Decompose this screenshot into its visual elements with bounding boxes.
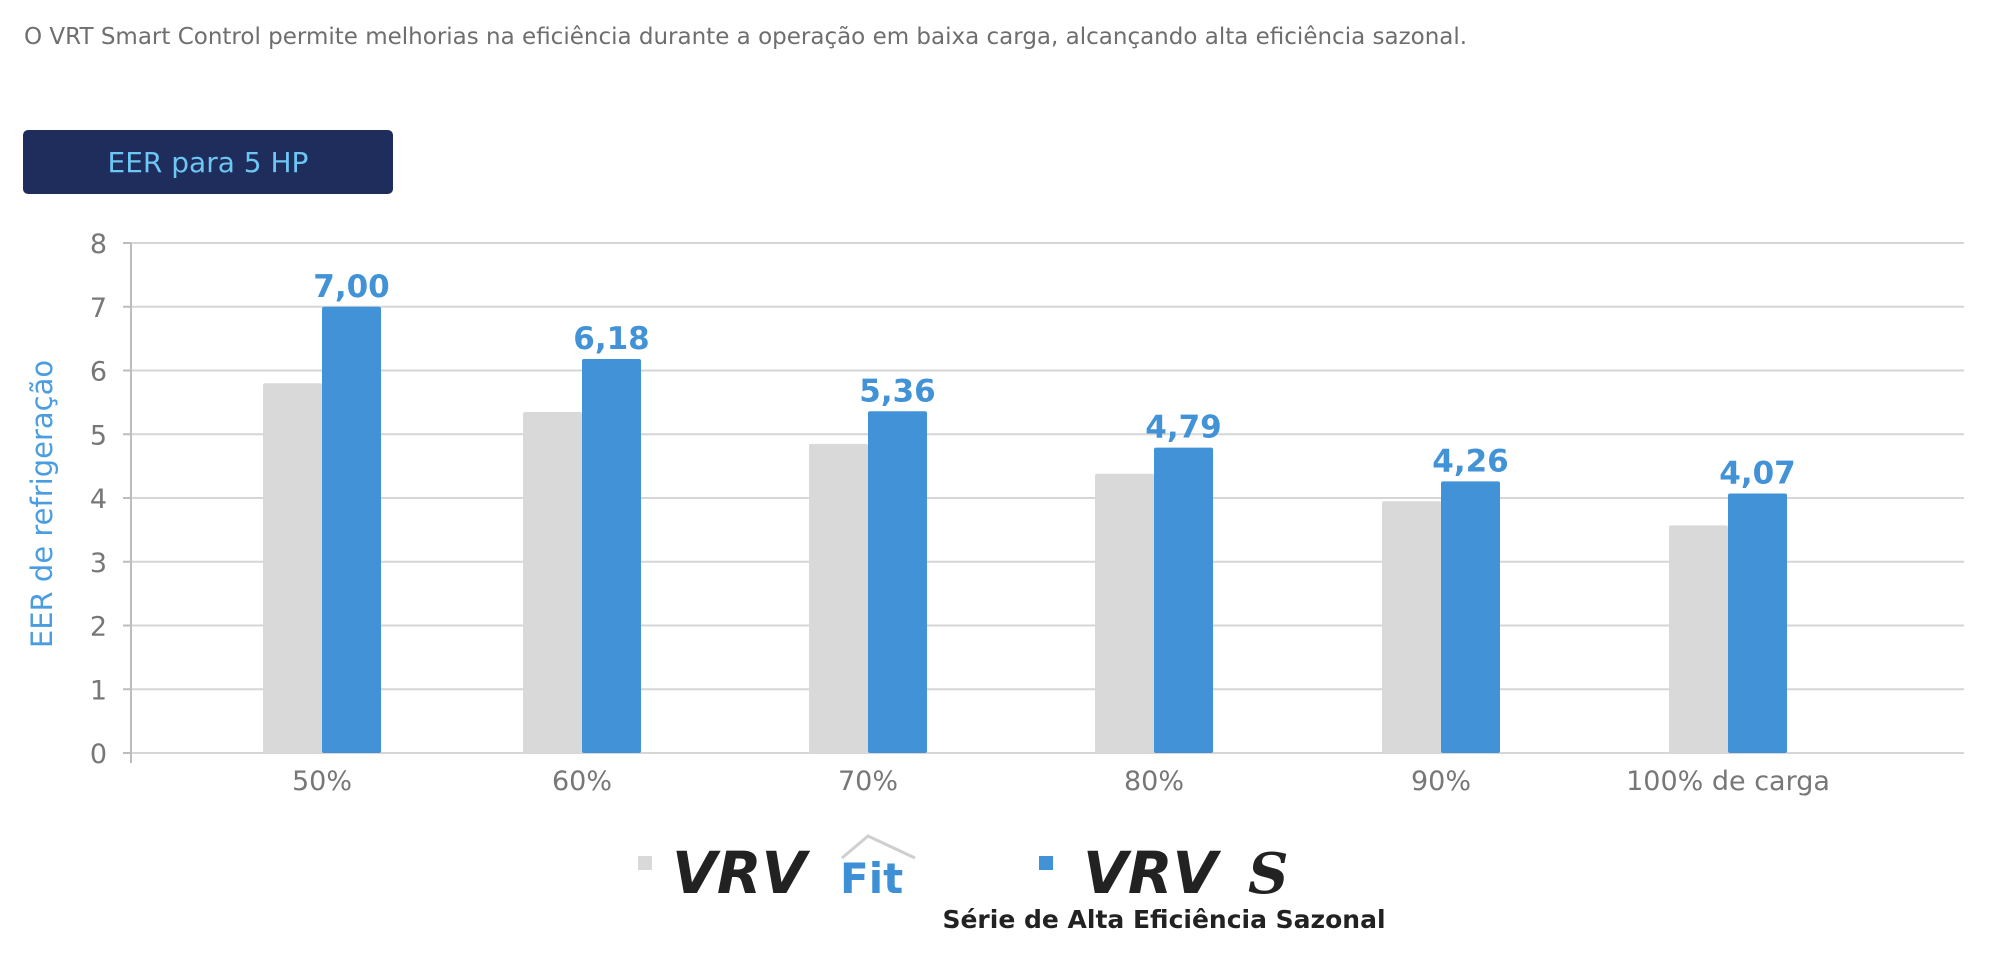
y-tick-label: 0	[90, 739, 107, 770]
legend-suffix-fit: Fit	[840, 854, 903, 903]
x-tick-labels: 50% 60% 70% 80% 90% 100% de carga	[292, 766, 1830, 797]
bar-vrv-fit	[1382, 501, 1441, 753]
data-label-vrv-s: 5,36	[859, 373, 936, 409]
y-tick-label: 4	[90, 484, 107, 515]
data-label-vrv-s: 4,79	[1145, 410, 1222, 446]
x-tick-label: 60%	[552, 766, 612, 797]
x-tick-label: 80%	[1124, 766, 1184, 797]
grid-lines	[123, 242, 1964, 763]
legend-swatch-vrv-s	[1039, 856, 1053, 870]
legend-logo-vrv-fit: VRV	[672, 839, 811, 907]
data-label-vrv-s: 4,07	[1719, 456, 1796, 492]
bar-vrv-s	[1441, 481, 1500, 753]
bar-vrv-fit	[1095, 473, 1154, 753]
x-tick-label: 70%	[838, 766, 898, 797]
x-tick-label: 100% de carga	[1626, 766, 1830, 797]
legend-logo-vrv-s: VRV	[1083, 839, 1222, 907]
y-tick-label: 1	[90, 675, 107, 706]
y-tick-label: 5	[90, 420, 107, 451]
y-tick-labels: 0 1 2 3 4 5 6 7 8	[90, 229, 107, 770]
bar-vrv-fit	[809, 443, 868, 753]
y-tick-label: 8	[90, 229, 107, 260]
bar-vrv-fit	[523, 411, 582, 753]
y-tick-label: 3	[90, 548, 107, 579]
legend-swatch-vrv-fit	[638, 856, 652, 870]
bar-vrv-s	[868, 411, 927, 753]
legend: VRV Fit VRV S Série de Alta Eficiência S…	[638, 834, 1386, 934]
bars: 7,00 6,18 5,36 4,79 4,26 4,07	[263, 269, 1796, 753]
intro-text: O VRT Smart Control permite melhorias na…	[24, 24, 1468, 50]
bar-vrv-s	[322, 306, 381, 753]
x-tick-label: 90%	[1411, 766, 1471, 797]
bar-vrv-s	[1728, 493, 1787, 753]
data-label-vrv-s: 4,26	[1432, 443, 1509, 479]
legend-suffix-s: S	[1248, 841, 1288, 907]
legend-subtitle-vrv-s: Série de Alta Eficiência Sazonal	[942, 905, 1385, 934]
data-label-vrv-s: 6,18	[573, 321, 650, 357]
x-tick-label: 50%	[292, 766, 352, 797]
y-tick-label: 7	[90, 293, 107, 324]
data-label-vrv-s: 7,00	[313, 269, 390, 305]
bar-vrv-fit	[1669, 525, 1728, 753]
bar-vrv-s	[1154, 447, 1213, 753]
bar-vrv-fit	[263, 383, 322, 753]
y-axis-label: EER de refrigeração	[25, 360, 59, 648]
bar-vrv-s	[582, 359, 641, 753]
chart-badge-title: EER para 5 HP	[23, 130, 393, 194]
y-tick-label: 2	[90, 612, 107, 643]
house-roof-icon	[841, 834, 916, 860]
y-tick-label: 6	[90, 357, 107, 388]
